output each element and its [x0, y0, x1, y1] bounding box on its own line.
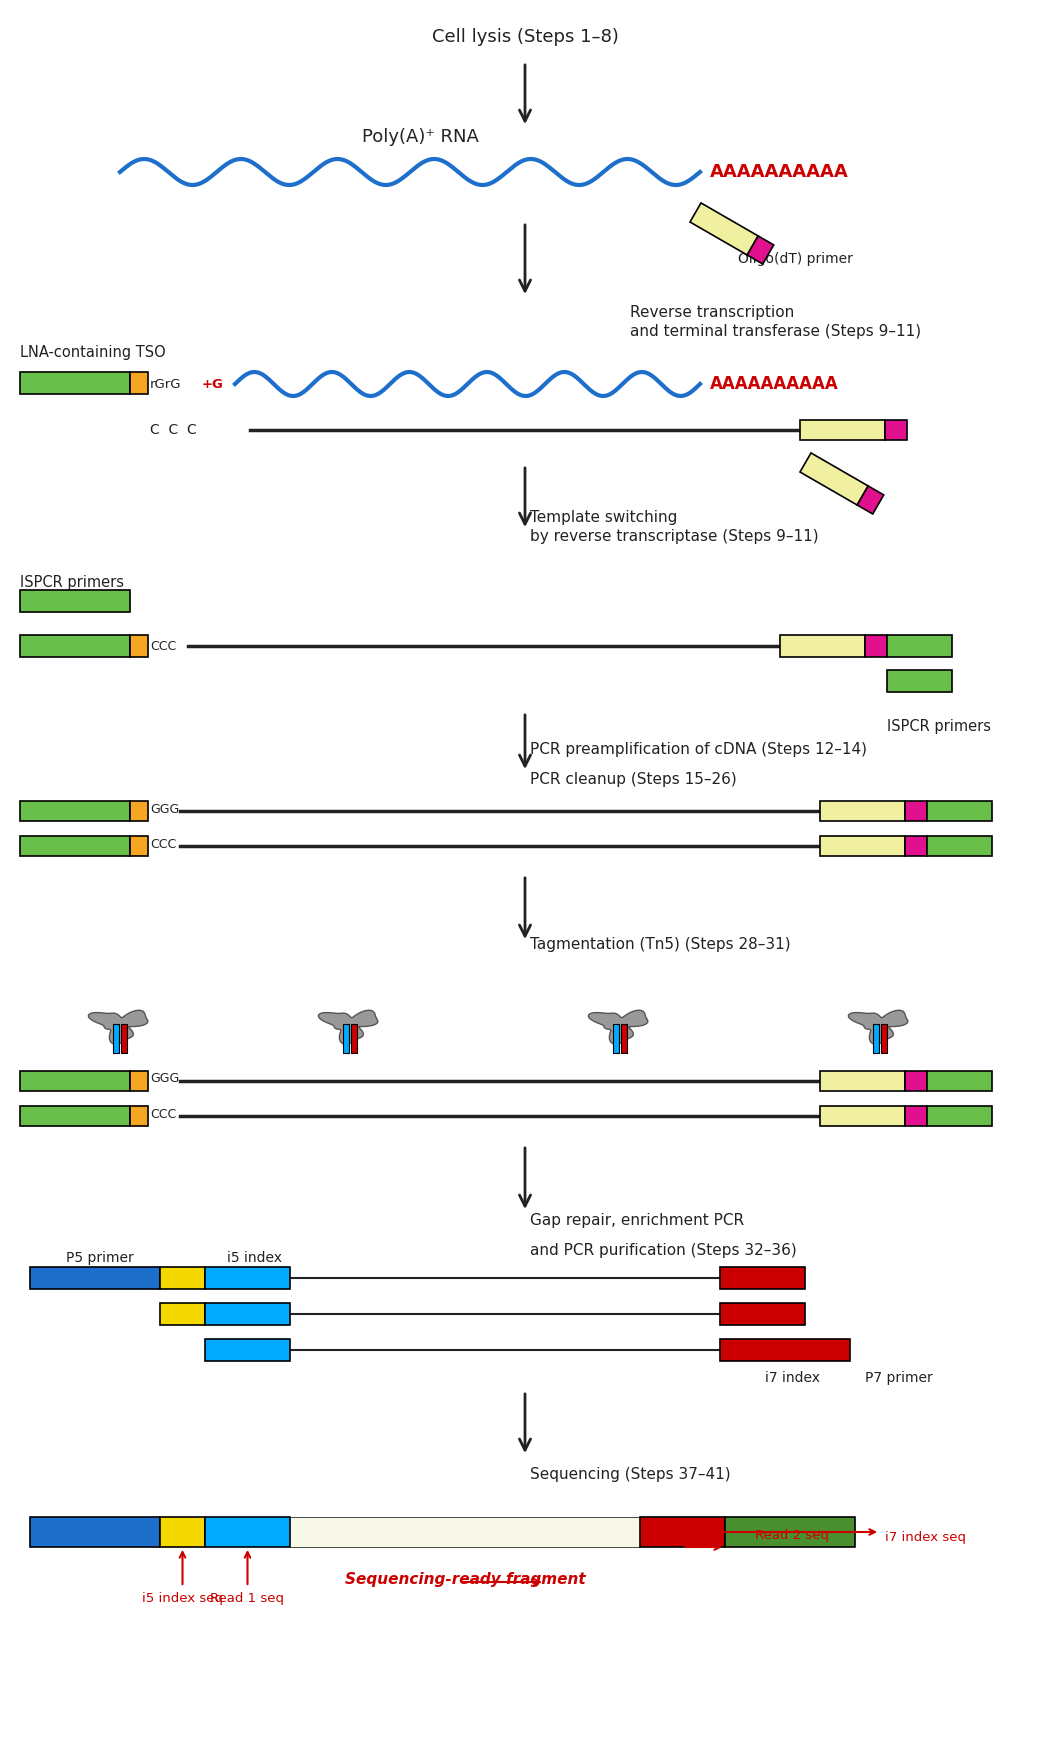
- FancyBboxPatch shape: [885, 420, 907, 439]
- FancyBboxPatch shape: [205, 1303, 290, 1325]
- FancyBboxPatch shape: [20, 636, 130, 657]
- Text: i5 index seq: i5 index seq: [142, 1593, 223, 1605]
- FancyBboxPatch shape: [130, 372, 148, 394]
- Text: Reverse transcription
and terminal transferase (Steps 9–11): Reverse transcription and terminal trans…: [630, 304, 921, 339]
- FancyBboxPatch shape: [613, 1025, 619, 1053]
- Text: LNA-containing TSO: LNA-containing TSO: [20, 344, 166, 360]
- FancyBboxPatch shape: [290, 1516, 640, 1548]
- FancyBboxPatch shape: [130, 835, 148, 856]
- FancyBboxPatch shape: [160, 1516, 205, 1548]
- FancyBboxPatch shape: [820, 835, 905, 856]
- FancyBboxPatch shape: [343, 1025, 349, 1053]
- Text: CCC: CCC: [150, 837, 176, 851]
- Text: PCR preamplification of cDNA (Steps 12–14): PCR preamplification of cDNA (Steps 12–1…: [530, 742, 867, 757]
- FancyBboxPatch shape: [720, 1303, 805, 1325]
- FancyBboxPatch shape: [927, 1106, 992, 1126]
- FancyBboxPatch shape: [130, 636, 148, 657]
- FancyBboxPatch shape: [720, 1339, 850, 1362]
- Text: PCR cleanup (Steps 15–26): PCR cleanup (Steps 15–26): [530, 771, 737, 787]
- FancyBboxPatch shape: [820, 1106, 905, 1126]
- Text: AAAAAAAAAA: AAAAAAAAAA: [710, 163, 848, 181]
- Text: CCC: CCC: [150, 1108, 176, 1120]
- FancyBboxPatch shape: [927, 835, 992, 856]
- FancyBboxPatch shape: [30, 1516, 160, 1548]
- Text: GGG: GGG: [150, 1072, 180, 1086]
- Text: and PCR purification (Steps 32–36): and PCR purification (Steps 32–36): [530, 1244, 797, 1259]
- FancyBboxPatch shape: [205, 1266, 290, 1289]
- Text: Read 1 seq: Read 1 seq: [210, 1593, 285, 1605]
- FancyBboxPatch shape: [121, 1025, 127, 1053]
- FancyBboxPatch shape: [820, 1072, 905, 1091]
- FancyBboxPatch shape: [20, 1106, 130, 1126]
- FancyBboxPatch shape: [780, 636, 865, 657]
- Text: Gap repair, enrichment PCR: Gap repair, enrichment PCR: [530, 1214, 744, 1228]
- FancyBboxPatch shape: [621, 1025, 627, 1053]
- FancyBboxPatch shape: [20, 801, 130, 822]
- Text: Sequencing (Steps 37–41): Sequencing (Steps 37–41): [530, 1466, 731, 1482]
- FancyBboxPatch shape: [927, 1072, 992, 1091]
- FancyBboxPatch shape: [905, 1106, 927, 1126]
- FancyBboxPatch shape: [640, 1516, 724, 1548]
- FancyBboxPatch shape: [351, 1025, 357, 1053]
- FancyBboxPatch shape: [865, 636, 887, 657]
- FancyBboxPatch shape: [113, 1025, 119, 1053]
- FancyBboxPatch shape: [927, 801, 992, 822]
- Text: ISPCR primers: ISPCR primers: [20, 575, 124, 589]
- FancyBboxPatch shape: [20, 1072, 130, 1091]
- Text: Cell lysis (Steps 1–8): Cell lysis (Steps 1–8): [432, 28, 618, 45]
- FancyBboxPatch shape: [30, 1266, 160, 1289]
- FancyBboxPatch shape: [205, 1516, 290, 1548]
- FancyBboxPatch shape: [205, 1339, 290, 1362]
- Text: Poly(A)⁺ RNA: Poly(A)⁺ RNA: [361, 129, 479, 146]
- Text: Sequencing-ready fragment: Sequencing-ready fragment: [344, 1572, 585, 1588]
- Text: Template switching
by reverse transcriptase (Steps 9–11): Template switching by reverse transcript…: [530, 509, 819, 544]
- FancyBboxPatch shape: [130, 1072, 148, 1091]
- Text: +G: +G: [202, 377, 224, 391]
- FancyBboxPatch shape: [20, 591, 130, 611]
- FancyBboxPatch shape: [887, 670, 952, 691]
- Text: GGG: GGG: [150, 802, 180, 815]
- Text: i5 index: i5 index: [228, 1251, 282, 1265]
- FancyBboxPatch shape: [881, 1025, 886, 1053]
- FancyBboxPatch shape: [820, 801, 905, 822]
- FancyBboxPatch shape: [130, 1106, 148, 1126]
- Text: i7 index: i7 index: [765, 1370, 820, 1384]
- Text: P5 primer: P5 primer: [66, 1251, 134, 1265]
- FancyBboxPatch shape: [130, 801, 148, 822]
- Polygon shape: [318, 1011, 378, 1044]
- Polygon shape: [748, 236, 774, 264]
- Text: ISPCR primers: ISPCR primers: [887, 719, 991, 735]
- FancyBboxPatch shape: [905, 1072, 927, 1091]
- Polygon shape: [88, 1011, 148, 1044]
- Text: i7 index seq: i7 index seq: [885, 1530, 966, 1544]
- FancyBboxPatch shape: [160, 1303, 205, 1325]
- Polygon shape: [800, 453, 868, 505]
- Text: rGrG: rGrG: [150, 377, 182, 391]
- Text: Read 2 seq: Read 2 seq: [755, 1529, 830, 1542]
- Text: Tagmentation (Tn5) (Steps 28–31): Tagmentation (Tn5) (Steps 28–31): [530, 936, 791, 952]
- FancyBboxPatch shape: [20, 835, 130, 856]
- FancyBboxPatch shape: [160, 1266, 205, 1289]
- FancyBboxPatch shape: [720, 1266, 805, 1289]
- Text: P7 primer: P7 primer: [865, 1370, 932, 1384]
- Text: AAAAAAAAAA: AAAAAAAAAA: [710, 375, 839, 393]
- Polygon shape: [690, 203, 758, 255]
- FancyBboxPatch shape: [905, 835, 927, 856]
- FancyBboxPatch shape: [724, 1516, 855, 1548]
- Polygon shape: [848, 1011, 908, 1044]
- Polygon shape: [588, 1011, 648, 1044]
- FancyBboxPatch shape: [20, 372, 130, 394]
- Text: C  C  C: C C C: [150, 424, 196, 438]
- Polygon shape: [857, 486, 884, 514]
- FancyBboxPatch shape: [800, 420, 885, 439]
- Text: Oligo(dT) primer: Oligo(dT) primer: [737, 252, 853, 266]
- FancyBboxPatch shape: [905, 801, 927, 822]
- FancyBboxPatch shape: [874, 1025, 879, 1053]
- FancyBboxPatch shape: [887, 636, 952, 657]
- Text: CCC: CCC: [150, 639, 176, 653]
